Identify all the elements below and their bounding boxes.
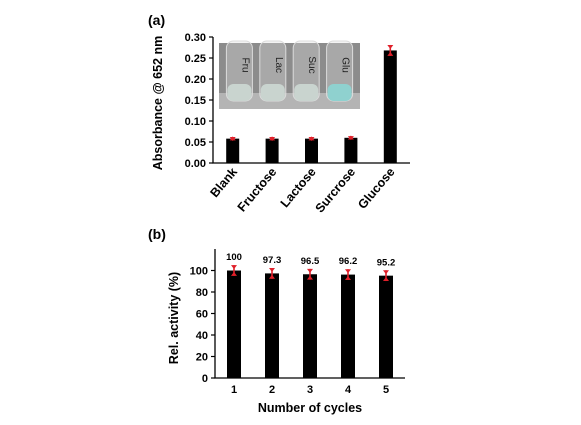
panel-b-x-tick-labels: 1 2 3 4 5: [231, 384, 389, 396]
y-tick-label: 60: [196, 309, 208, 321]
panel-b-y-axis-title: Rel. activity (%): [167, 272, 181, 364]
data-label: 97.3: [263, 255, 282, 266]
x-tick-label: 1: [231, 384, 237, 396]
vial-liquid: [227, 84, 252, 101]
error-bar-cap: [229, 136, 236, 141]
bar-5: [379, 275, 393, 378]
bar-fructose: [265, 138, 279, 163]
x-tick-label: 3: [307, 384, 313, 396]
error-bar-cap: [347, 135, 354, 140]
panel-a-inset-photo: Fru Lac Suc Glu: [219, 40, 360, 109]
x-tick-label: 2: [269, 384, 275, 396]
vial-liquid: [327, 84, 352, 101]
bar-glucose: [383, 50, 397, 163]
error-bar-cap: [308, 136, 315, 141]
data-label: 100: [226, 252, 242, 263]
bar-1: [227, 270, 241, 378]
vial-label: Suc: [306, 56, 317, 73]
error-bar-cap: [307, 275, 313, 280]
x-tick-label: Lactose: [278, 165, 319, 210]
panel-b-y-ticks: 0 20 40 60 80 100: [190, 266, 215, 385]
panel-a-chart: (a) Absorbance @ 652 nm Fru Lac Suc Glu 0.0…: [148, 12, 410, 215]
panel-a-bars: [226, 44, 397, 163]
bar-4: [341, 274, 355, 378]
error-bar-cap: [269, 268, 275, 273]
error-bar-cap: [307, 268, 313, 273]
error-bar-cap: [231, 265, 237, 270]
y-tick-label: 0.15: [185, 95, 206, 107]
panel-a-y-ticks: 0.00 0.05 0.10 0.15 0.20 0.25 0.30: [185, 32, 213, 170]
y-tick-label: 0.30: [185, 32, 206, 44]
error-bar-cap: [387, 51, 394, 56]
panel-b-chart: (b) Rel. activity (%) Number of cycles 0…: [148, 226, 405, 415]
data-label: 95.2: [377, 257, 396, 268]
panel-b-label: (b): [148, 226, 166, 242]
panel-a-axes: [212, 37, 410, 164]
error-bar-cap: [269, 274, 275, 279]
panel-a-y-axis-title: Absorbance @ 652 nm: [151, 36, 165, 170]
x-tick-label: Glucose: [355, 165, 397, 212]
y-tick-label: 0.25: [185, 53, 206, 65]
vial-liquid: [294, 84, 319, 101]
x-tick-label: Blank: [207, 165, 240, 200]
error-bar-cap: [383, 270, 389, 275]
data-label: 96.2: [339, 256, 358, 267]
y-tick-label: 0.05: [185, 137, 206, 149]
vial-label: Fru: [239, 58, 250, 73]
error-bar-cap: [269, 136, 276, 141]
x-tick-label: Surcrose: [313, 165, 359, 216]
error-bar-cap: [383, 277, 389, 282]
y-tick-label: 0.00: [185, 158, 206, 170]
bar-surcrose: [344, 137, 358, 163]
bar-blank: [226, 138, 240, 163]
vial-label: Lac: [273, 57, 284, 73]
bar-2: [265, 273, 279, 378]
y-tick-label: 0.10: [185, 116, 206, 128]
x-tick-label: 5: [383, 384, 389, 396]
bar-lactose: [305, 138, 318, 163]
vial-label: Glu: [340, 57, 351, 73]
y-tick-label: 0.20: [185, 74, 206, 86]
y-tick-label: 20: [196, 352, 208, 364]
bar-3: [303, 274, 317, 378]
error-bar-cap: [345, 269, 351, 274]
y-tick-label: 80: [196, 287, 208, 299]
y-tick-label: 40: [196, 330, 208, 342]
panel-b-x-axis-title: Number of cycles: [258, 401, 362, 415]
x-tick-label: 4: [345, 384, 352, 396]
y-tick-label: 100: [190, 266, 208, 278]
error-bar-cap: [345, 275, 351, 280]
error-bar-cap: [231, 271, 237, 276]
data-label: 96.5: [301, 256, 320, 267]
inset-bench: [219, 93, 360, 109]
panel-b-bars: 100 97.3 96.5 96.2 95.2: [226, 252, 395, 378]
vial-liquid: [260, 84, 285, 101]
panel-a-label: (a): [148, 12, 165, 28]
y-tick-label: 0: [202, 373, 208, 385]
error-bar-cap: [387, 44, 394, 49]
x-tick-label: Fructose: [235, 165, 280, 214]
panel-b-axes: [214, 249, 405, 379]
